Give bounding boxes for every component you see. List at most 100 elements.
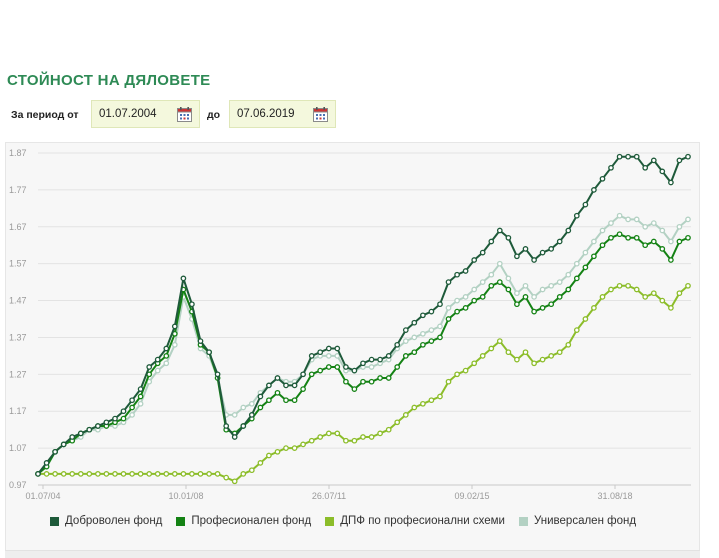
data-point[interactable] [650, 238, 657, 245]
data-point[interactable] [137, 393, 144, 400]
data-point[interactable] [214, 471, 221, 477]
data-point[interactable] [274, 375, 281, 381]
calendar-icon[interactable] [177, 107, 192, 122]
data-point[interactable] [522, 349, 529, 356]
data-point[interactable] [120, 408, 127, 415]
data-point[interactable] [248, 467, 255, 474]
data-point[interactable] [454, 297, 460, 304]
data-point[interactable] [300, 371, 306, 378]
data-point[interactable] [514, 301, 520, 308]
data-point[interactable] [591, 187, 597, 193]
data-point[interactable] [496, 227, 503, 234]
data-point[interactable] [633, 286, 640, 293]
data-point[interactable] [454, 371, 460, 378]
data-point[interactable] [445, 305, 452, 311]
data-point[interactable] [308, 371, 315, 378]
data-point[interactable] [685, 153, 691, 160]
data-point[interactable] [479, 294, 486, 300]
data-point[interactable] [668, 257, 674, 263]
data-point[interactable] [462, 367, 469, 374]
data-point[interactable] [317, 349, 324, 356]
data-point[interactable] [377, 430, 383, 437]
data-point[interactable] [334, 345, 341, 352]
data-point[interactable] [394, 419, 401, 426]
data-point[interactable] [479, 279, 486, 285]
data-point[interactable] [291, 382, 298, 389]
data-point[interactable] [206, 471, 212, 477]
data-point[interactable] [548, 246, 555, 252]
data-point[interactable] [556, 349, 563, 356]
data-point[interactable] [368, 356, 375, 363]
data-point[interactable] [112, 415, 118, 422]
data-point[interactable] [428, 308, 435, 315]
data-point[interactable] [411, 334, 418, 341]
data-point[interactable] [283, 382, 289, 389]
data-point[interactable] [343, 378, 349, 385]
data-point[interactable] [223, 474, 230, 481]
data-point[interactable] [556, 294, 563, 300]
legend-item[interactable]: ДПФ по професионални схеми [325, 515, 505, 527]
data-point[interactable] [428, 327, 435, 333]
data-point[interactable] [52, 448, 58, 455]
data-point[interactable] [531, 308, 537, 315]
data-point[interactable] [479, 353, 486, 359]
data-point[interactable] [685, 234, 691, 241]
data-point[interactable] [154, 471, 161, 477]
data-point[interactable] [368, 434, 375, 440]
data-point[interactable] [676, 157, 683, 164]
data-point[interactable] [103, 471, 110, 477]
data-point[interactable] [573, 327, 580, 333]
data-point[interactable] [163, 360, 170, 367]
data-point[interactable] [325, 364, 332, 370]
data-point[interactable] [137, 386, 144, 392]
data-point[interactable] [659, 297, 666, 304]
data-point[interactable] [420, 330, 426, 337]
data-point[interactable] [197, 471, 204, 477]
data-point[interactable] [137, 400, 144, 407]
data-point[interactable] [385, 375, 392, 381]
data-point[interactable] [163, 471, 170, 477]
data-point[interactable] [402, 327, 409, 333]
data-point[interactable] [189, 471, 195, 477]
data-point[interactable] [471, 297, 478, 304]
data-point[interactable] [35, 471, 41, 477]
data-point[interactable] [77, 430, 84, 437]
data-point[interactable] [351, 367, 358, 374]
data-point[interactable] [240, 423, 247, 429]
data-point[interactable] [573, 275, 580, 282]
data-point[interactable] [402, 412, 409, 418]
data-point[interactable] [360, 434, 366, 440]
data-point[interactable] [539, 249, 546, 256]
data-point[interactable] [539, 356, 546, 363]
data-point[interactable] [642, 242, 649, 249]
data-point[interactable] [539, 286, 546, 293]
data-point[interactable] [120, 471, 127, 477]
data-point[interactable] [231, 412, 238, 418]
data-point[interactable] [86, 426, 93, 433]
calendar-icon[interactable] [313, 107, 328, 122]
data-point[interactable] [531, 257, 537, 263]
data-point[interactable] [60, 471, 67, 477]
data-point[interactable] [154, 367, 161, 374]
data-point[interactable] [411, 349, 418, 356]
data-point[interactable] [591, 305, 597, 311]
data-point[interactable] [231, 434, 238, 440]
data-point[interactable] [308, 353, 315, 359]
data-point[interactable] [642, 223, 649, 230]
data-point[interactable] [394, 341, 401, 348]
data-point[interactable] [86, 471, 93, 477]
data-point[interactable] [283, 445, 289, 451]
data-point[interactable] [368, 378, 375, 385]
data-point[interactable] [171, 323, 178, 330]
legend-item[interactable]: Професионален фонд [176, 515, 311, 527]
data-point[interactable] [676, 223, 683, 230]
data-point[interactable] [420, 400, 426, 407]
data-point[interactable] [69, 471, 76, 477]
data-point[interactable] [146, 471, 153, 477]
data-point[interactable] [608, 286, 614, 293]
data-point[interactable] [488, 345, 495, 352]
data-point[interactable] [95, 471, 101, 477]
data-point[interactable] [650, 157, 657, 164]
data-point[interactable] [685, 216, 691, 223]
data-point[interactable] [120, 415, 127, 422]
